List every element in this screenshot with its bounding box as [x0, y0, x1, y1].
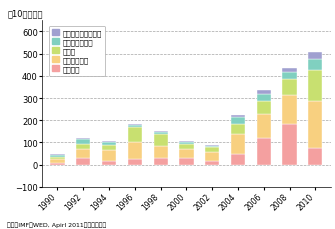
Bar — [50, 157, 65, 159]
Bar — [76, 158, 90, 165]
Bar — [308, 148, 323, 165]
Bar — [257, 138, 271, 165]
Bar — [50, 155, 65, 157]
Bar — [102, 162, 116, 165]
Bar — [205, 153, 219, 162]
Bar — [76, 139, 90, 144]
Bar — [282, 69, 297, 73]
Bar — [179, 144, 194, 149]
Bar — [50, 159, 65, 164]
Bar — [257, 114, 271, 138]
Bar — [179, 143, 194, 144]
Bar — [257, 91, 271, 94]
Bar — [308, 102, 323, 148]
Bar — [179, 158, 194, 165]
Bar — [76, 149, 90, 158]
Bar — [179, 142, 194, 143]
Bar — [153, 146, 168, 158]
Bar — [282, 95, 297, 124]
Bar — [257, 94, 271, 102]
Bar — [50, 154, 65, 155]
Text: （10億ドル）: （10億ドル） — [7, 9, 43, 18]
Bar — [231, 154, 245, 165]
Bar — [76, 138, 90, 139]
Bar — [231, 124, 245, 134]
Bar — [282, 124, 297, 165]
Bar — [128, 127, 142, 143]
Bar — [128, 159, 142, 165]
Bar — [231, 134, 245, 154]
Bar — [282, 73, 297, 80]
Bar — [205, 145, 219, 146]
Bar — [179, 149, 194, 158]
Bar — [128, 125, 142, 127]
Bar — [153, 158, 168, 165]
Bar — [128, 143, 142, 159]
Bar — [128, 124, 142, 125]
Bar — [153, 132, 168, 133]
Bar — [76, 144, 90, 149]
Bar — [102, 150, 116, 162]
Bar — [205, 162, 219, 165]
Bar — [102, 143, 116, 145]
Bar — [153, 133, 168, 134]
Bar — [308, 60, 323, 71]
Bar — [308, 53, 323, 60]
Bar — [205, 146, 219, 147]
Bar — [282, 80, 297, 95]
Bar — [102, 145, 116, 150]
Bar — [257, 102, 271, 114]
Bar — [231, 115, 245, 117]
Bar — [102, 142, 116, 143]
Bar — [153, 134, 168, 146]
Bar — [308, 71, 323, 102]
Bar — [50, 164, 65, 165]
Bar — [231, 117, 245, 124]
Legend: サブサハラアフリカ, 中東北アフリカ, 中南米, 新興国アジア, 中・東欧: サブサハラアフリカ, 中東北アフリカ, 中南米, 新興国アジア, 中・東欧 — [49, 27, 105, 76]
Text: 資料：IMF『WED, Apirl 2011』から作成。: 資料：IMF『WED, Apirl 2011』から作成。 — [7, 221, 106, 227]
Bar — [205, 147, 219, 153]
